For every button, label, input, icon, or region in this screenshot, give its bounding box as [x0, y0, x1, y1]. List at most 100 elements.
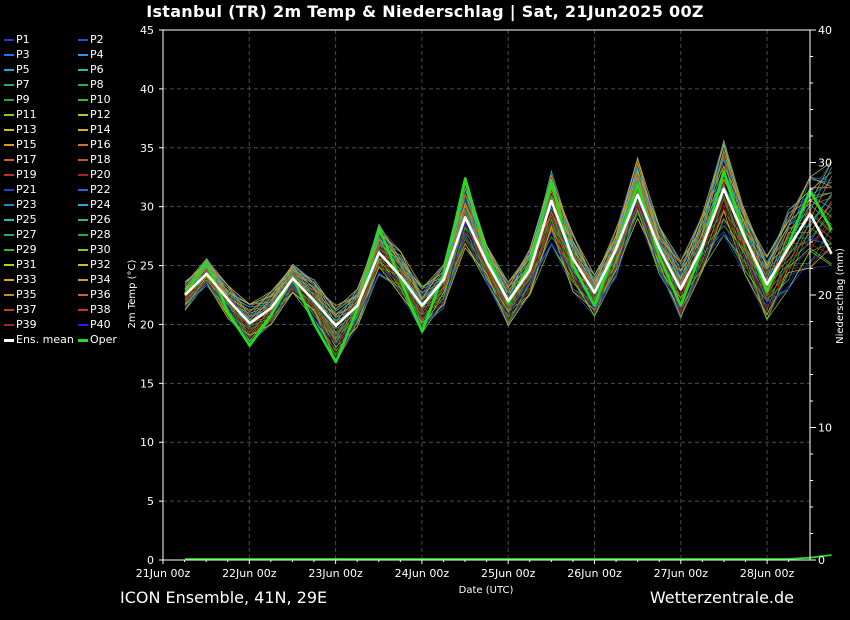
legend-item-p26: P26 — [78, 212, 111, 227]
legend-item-p19: P19 — [4, 167, 37, 182]
x-tick-label: 25Jun 00z — [481, 567, 536, 580]
legend-swatch — [78, 338, 88, 342]
legend-item-p39: P39 — [4, 317, 37, 332]
legend-swatch — [4, 129, 14, 131]
legend-label: P36 — [90, 288, 111, 301]
legend-swatch — [78, 324, 88, 326]
legend-swatch — [4, 39, 14, 41]
y2-tick-label: 20 — [818, 289, 832, 302]
legend-swatch — [4, 84, 14, 86]
legend-swatch — [78, 69, 88, 71]
plot-frame — [162, 29, 811, 561]
legend-item-p25: P25 — [4, 212, 37, 227]
legend-swatch — [78, 99, 88, 101]
y-tick-label: 5 — [147, 495, 154, 508]
legend-item-p34: P34 — [78, 272, 111, 287]
legend-label: P15 — [16, 138, 37, 151]
legend-label: P39 — [16, 318, 37, 331]
legend-item-p37: P37 — [4, 302, 37, 317]
x-tick-label: 21Jun 00z — [136, 567, 191, 580]
x-tick-label: 28Jun 00z — [740, 567, 795, 580]
legend-swatch — [78, 39, 88, 41]
legend-item-p20: P20 — [78, 167, 111, 182]
legend-swatch — [4, 294, 14, 296]
legend-swatch — [78, 54, 88, 56]
legend-swatch — [4, 264, 14, 266]
legend-item-p5: P5 — [4, 62, 30, 77]
legend-label: P14 — [90, 123, 111, 136]
legend-item-p31: P31 — [4, 257, 37, 272]
legend-swatch — [4, 114, 14, 116]
legend-swatch — [4, 159, 14, 161]
x-tick-label: 27Jun 00z — [654, 567, 709, 580]
legend-item-p10: P10 — [78, 92, 111, 107]
y-axis-label: 2m Temp (°C) — [127, 259, 138, 328]
legend-swatch — [4, 69, 14, 71]
legend-swatch — [78, 219, 88, 221]
legend-label: P22 — [90, 183, 111, 196]
legend-swatch — [4, 338, 14, 342]
legend-item-p12: P12 — [78, 107, 111, 122]
legend-label: P13 — [16, 123, 37, 136]
legend-label: P5 — [16, 63, 30, 76]
legend-item-p6: P6 — [78, 62, 104, 77]
legend-item-ens-mean: Ens. mean — [4, 332, 74, 347]
legend-item-p17: P17 — [4, 152, 37, 167]
legend-label: P18 — [90, 153, 111, 166]
legend-item-p36: P36 — [78, 287, 111, 302]
y-tick-label: 25 — [140, 260, 154, 273]
x-axis-label: Date (UTC) — [459, 585, 514, 596]
legend-swatch — [78, 159, 88, 161]
legend-item-p11: P11 — [4, 107, 37, 122]
legend-swatch — [4, 144, 14, 146]
member-line-p40 — [184, 194, 832, 345]
legend-item-p33: P33 — [4, 272, 37, 287]
grid-lines — [163, 30, 810, 560]
member-line-p29 — [184, 189, 832, 342]
legend-label: P2 — [90, 33, 104, 46]
legend-item-p30: P30 — [78, 242, 111, 257]
legend-item-p3: P3 — [4, 47, 30, 62]
legend-label: P25 — [16, 213, 37, 226]
member-line-p33 — [184, 156, 832, 317]
legend-label: P28 — [90, 228, 111, 241]
x-tick-label: 26Jun 00z — [567, 567, 622, 580]
legend-swatch — [78, 294, 88, 296]
legend-label: P23 — [16, 198, 37, 211]
legend-label: P35 — [16, 288, 37, 301]
legend-label: P34 — [90, 273, 111, 286]
y-tick-label: 20 — [140, 318, 154, 331]
legend-swatch — [78, 189, 88, 191]
x-tick-label: 23Jun 00z — [308, 567, 363, 580]
footer-model-label: ICON Ensemble, 41N, 29E — [120, 588, 328, 607]
x-tick-label: 24Jun 00z — [395, 567, 450, 580]
legend-item-p28: P28 — [78, 227, 111, 242]
legend-item-p9: P9 — [4, 92, 30, 107]
legend-label: P26 — [90, 213, 111, 226]
legend-label: P27 — [16, 228, 37, 241]
legend-item-p23: P23 — [4, 197, 37, 212]
legend-label: P29 — [16, 243, 37, 256]
legend-item-p1: P1 — [4, 32, 30, 47]
legend-item-p40: P40 — [78, 317, 111, 332]
legend-swatch — [4, 204, 14, 206]
y-tick-label: 10 — [140, 436, 154, 449]
legend-label: P16 — [90, 138, 111, 151]
legend-label: Ens. mean — [16, 333, 74, 346]
legend-swatch — [78, 264, 88, 266]
legend-item-p8: P8 — [78, 77, 104, 92]
legend-swatch — [78, 129, 88, 131]
y-tick-label: 45 — [140, 24, 154, 37]
member-line-p34 — [184, 149, 832, 317]
legend-item-p35: P35 — [4, 287, 37, 302]
legend-swatch — [78, 204, 88, 206]
legend-item-p38: P38 — [78, 302, 111, 317]
member-line-p38 — [184, 181, 832, 345]
legend-swatch — [78, 279, 88, 281]
legend-label: P8 — [90, 78, 104, 91]
legend-label: Oper — [90, 333, 117, 346]
y-tick-label: 30 — [140, 201, 154, 214]
legend-swatch — [78, 249, 88, 251]
legend-item-p27: P27 — [4, 227, 37, 242]
